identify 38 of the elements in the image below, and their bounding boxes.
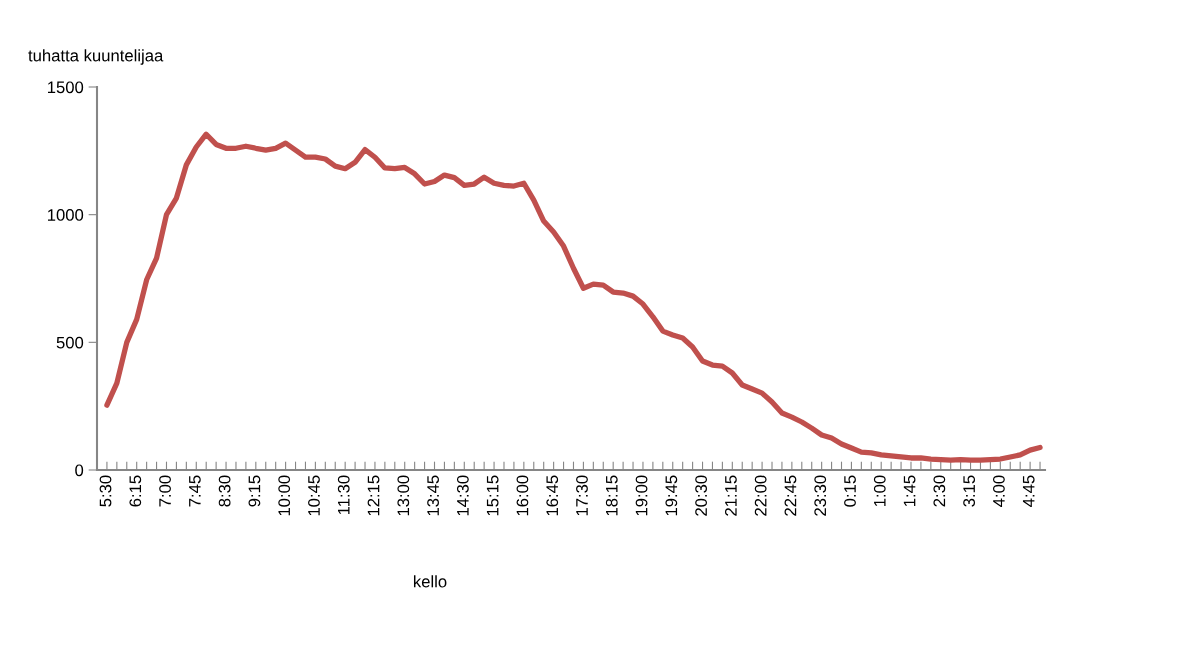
x-tick-label: 8:30 [218, 475, 231, 507]
x-tick-label: 3:15 [963, 475, 976, 507]
x-tick-label: 7:00 [159, 475, 171, 507]
x-tick-label: 22:45 [784, 475, 797, 516]
x-tick-label: 17:30 [576, 475, 588, 516]
x-tick-label: 11:30 [337, 475, 350, 515]
x-tick-label: 23:30 [814, 475, 827, 516]
x-tick-label: 22:00 [754, 475, 767, 516]
x-tick-label: 13:00 [397, 475, 410, 516]
x-tick-label: 9:15 [248, 475, 261, 507]
x-tick-label: 20:30 [695, 475, 707, 516]
x-tick-label: 13:45 [427, 475, 439, 516]
y-tick-label: 1000 [48, 209, 84, 221]
x-tick-label: 21:15 [724, 475, 737, 516]
x-tick-label: 2:30 [933, 475, 946, 507]
x-tick-label: 19:00 [635, 475, 648, 516]
x-tick-label: 10:45 [308, 475, 320, 516]
x-tick-label: 19:45 [665, 475, 678, 516]
x-tick-label: 14:30 [456, 475, 469, 516]
x-axis-title: kello [413, 575, 447, 588]
x-tick-label: 15:15 [486, 475, 499, 516]
y-tick-label: 500 [56, 336, 84, 349]
x-tick-label: 16:45 [546, 475, 559, 516]
y-tick-label: 0 [75, 464, 84, 477]
x-tick-label: 5:30 [99, 475, 112, 507]
x-tick-label: 12:15 [367, 475, 380, 516]
x-tick-label: 4:45 [1022, 475, 1035, 507]
x-tick-label: 1:00 [873, 475, 886, 507]
x-tick-label: 10:00 [278, 475, 291, 516]
x-tick-label: 1:45 [903, 475, 916, 507]
x-tick-label: 6:15 [129, 475, 142, 507]
x-tick-label: 18:15 [605, 475, 618, 516]
y-tick-label: 1500 [48, 81, 84, 94]
x-tick-label: 0:15 [844, 475, 856, 507]
x-tick-label: 16:00 [516, 475, 529, 516]
x-tick-label: 4:00 [993, 475, 1005, 507]
x-tick-label: 7:45 [189, 475, 201, 507]
y-axis-title: tuhatta kuuntelijaa [28, 49, 164, 65]
